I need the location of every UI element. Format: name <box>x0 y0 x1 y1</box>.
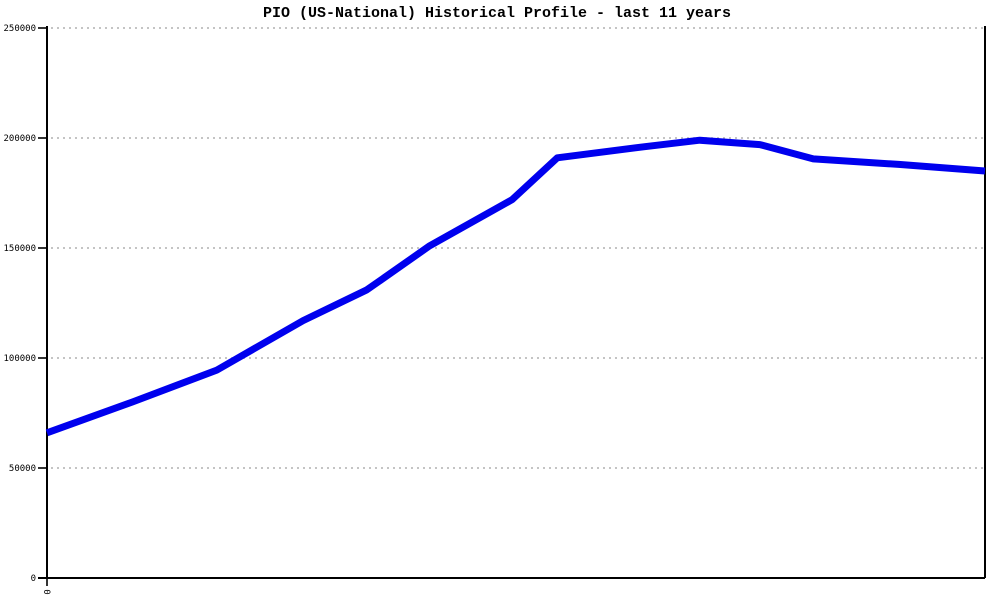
y-tick-label: 200000 <box>3 134 36 144</box>
y-tick-label: 250000 <box>3 24 36 34</box>
y-tick-label: 100000 <box>3 354 36 364</box>
chart-title: PIO (US-National) Historical Profile - l… <box>262 5 732 22</box>
x-tick-label: 0 <box>41 589 51 594</box>
data-line <box>45 136 986 437</box>
y-tick-label: 150000 <box>3 244 36 254</box>
y-tick-label: 0 <box>31 574 36 584</box>
y-tick-label: 50000 <box>9 464 36 474</box>
